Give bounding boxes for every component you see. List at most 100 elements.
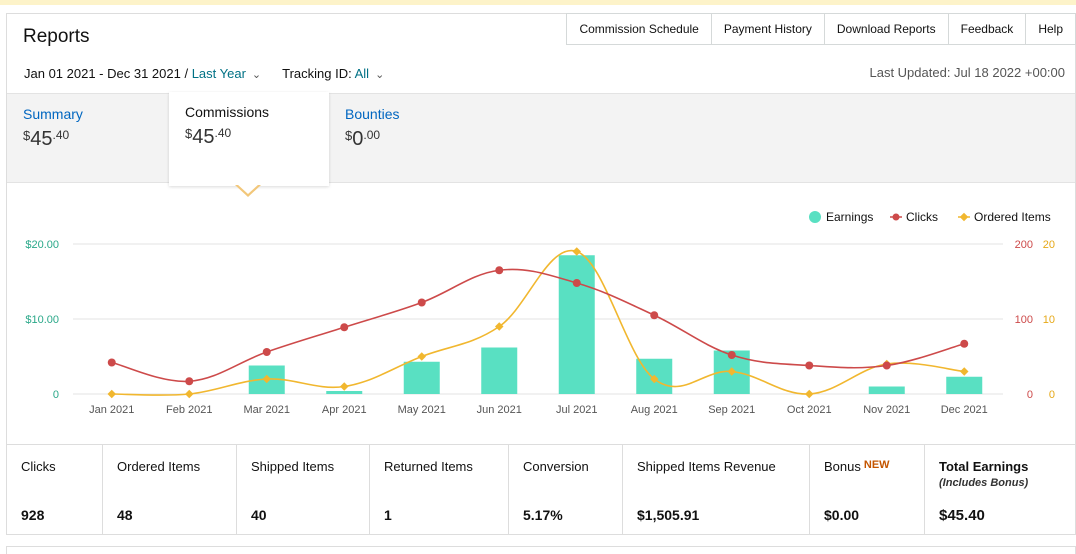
stat-shipped-revenue-label: Shipped Items Revenue	[637, 459, 776, 474]
ordered-items-point	[960, 367, 969, 376]
clicks-point	[340, 323, 349, 332]
clicks-axis-tick-label: 100	[1015, 314, 1033, 326]
stat-clicks-value: 928	[21, 507, 45, 523]
ordered-items-point	[262, 374, 271, 384]
stat-shipped-items: Shipped Items 40	[237, 445, 370, 535]
clicks-point	[417, 298, 426, 307]
stat-ordered-items-value: 48	[117, 507, 133, 523]
tab-summary-label: Summary	[23, 106, 83, 122]
stat-conversion-value: 5.17%	[523, 507, 563, 523]
stat-clicks-label: Clicks	[21, 459, 56, 474]
amount-cents: .40	[52, 128, 70, 142]
stat-shipped-revenue: Shipped Items Revenue $1,505.91	[623, 445, 810, 535]
top-navigation: Commission Schedule Payment History Down…	[566, 13, 1076, 45]
x-axis-tick-label: Apr 2021	[322, 404, 367, 416]
earnings-bar	[403, 361, 440, 394]
tab-commissions-amount: $45.40	[185, 126, 313, 149]
x-axis-tick-label: Sep 2021	[708, 404, 755, 416]
stat-returned-items-label: Returned Items	[384, 459, 473, 474]
tracking-id-value: All	[354, 66, 370, 81]
last-updated-text: Last Updated: Jul 18 2022 +00:00	[869, 65, 1065, 80]
tab-bounties-amount: $0.00	[345, 128, 463, 151]
clicks-point	[650, 311, 659, 320]
download-reports-button[interactable]: Download Reports	[823, 13, 948, 45]
feedback-button[interactable]: Feedback	[947, 13, 1026, 45]
tab-commissions-label: Commissions	[185, 104, 270, 120]
stat-conversion-label: Conversion	[523, 459, 589, 474]
amount-cents: .00	[363, 128, 381, 142]
help-button[interactable]: Help	[1025, 13, 1076, 45]
ordered-items-point	[727, 367, 736, 376]
stat-ordered-items-label: Ordered Items	[117, 459, 201, 474]
clicks-axis-tick-label: 0	[1027, 389, 1033, 401]
currency-symbol: $	[185, 126, 193, 141]
x-axis-tick-label: Nov 2021	[863, 404, 910, 416]
stat-bonus-value: $0.00	[824, 507, 860, 523]
amount-whole: 45	[30, 128, 53, 150]
tab-bounties[interactable]: Bounties $0.00	[329, 94, 479, 184]
stat-total-earnings-value: $45.40	[939, 507, 985, 524]
tab-commissions[interactable]: Commissions $45.40	[169, 92, 329, 186]
ordered-items-point	[340, 382, 349, 391]
x-axis-tick-label: Aug 2021	[631, 404, 678, 416]
tab-bounties-label: Bounties	[345, 106, 400, 122]
tab-summary[interactable]: Summary $45.40	[7, 94, 169, 184]
x-axis-tick-label: Jul 2021	[556, 404, 598, 416]
tracking-id-label: Tracking ID:	[282, 66, 355, 81]
x-axis-tick-label: Oct 2021	[787, 404, 832, 416]
date-preset-dropdown[interactable]: Last Year ⌄	[192, 66, 261, 81]
clicks-point	[107, 358, 116, 367]
x-axis-tick-label: Mar 2021	[244, 404, 290, 416]
clicks-line	[111, 268, 965, 383]
ordered-axis-tick-label: 20	[1043, 239, 1055, 251]
date-range-separator: /	[180, 66, 192, 81]
commission-schedule-button[interactable]: Commission Schedule	[566, 13, 711, 45]
next-panel-edge	[6, 546, 1076, 554]
stat-shipped-revenue-value: $1,505.91	[637, 507, 700, 523]
earnings-bar	[481, 347, 518, 394]
stat-conversion: Conversion 5.17%	[509, 445, 623, 535]
stat-returned-items: Returned Items 1	[370, 445, 509, 535]
legend-clicks-label: Clicks	[906, 210, 938, 224]
ordered-axis-tick-label: 10	[1043, 314, 1055, 326]
ordered-axis-tick-label: 0	[1049, 389, 1055, 401]
legend-clicks-swatch	[892, 213, 900, 221]
earnings-bar	[868, 386, 905, 394]
x-axis-tick-label: May 2021	[398, 404, 446, 416]
earnings-chart: 0 0 0 $10.00 100 10 $20.00 200 20 Jan 2021 Feb 202…	[25, 210, 1055, 416]
stat-bonus-text: Bonus	[824, 459, 861, 474]
stat-total-earnings-label: Total Earnings	[939, 459, 1029, 474]
tab-summary-amount: $45.40	[23, 128, 153, 151]
stat-returned-items-value: 1	[384, 507, 392, 523]
reports-panel: Reports Commission Schedule Payment Hist…	[6, 13, 1076, 535]
x-axis-tick-label: Dec 2021	[941, 404, 988, 416]
clicks-point	[805, 361, 814, 370]
clicks-point	[572, 279, 581, 287]
chevron-down-icon: ⌄	[375, 69, 385, 81]
clicks-point	[185, 377, 194, 386]
ordered-items-point	[650, 374, 659, 384]
ordered-items-point	[805, 389, 814, 399]
clicks-point	[882, 361, 891, 370]
clicks-point	[495, 266, 504, 275]
left-axis-tick-label: $20.00	[25, 239, 59, 251]
clicks-point	[727, 351, 736, 359]
stat-ordered-items: Ordered Items 48	[103, 445, 237, 535]
ordered-items-point	[185, 389, 194, 399]
tracking-id-dropdown[interactable]: All ⌄	[355, 66, 385, 81]
top-notice-bar	[0, 0, 1076, 5]
currency-symbol: $	[345, 128, 353, 143]
clicks-axis-tick-label: 200	[1015, 239, 1033, 251]
legend-ordered-label: Ordered Items	[974, 210, 1051, 224]
stat-clicks: Clicks 928	[7, 445, 103, 535]
new-badge: NEW	[863, 459, 890, 471]
legend-earnings-swatch	[809, 211, 821, 223]
ordered-items-point	[495, 322, 504, 331]
amount-whole: 0	[352, 128, 364, 150]
currency-symbol: $	[23, 128, 31, 143]
earnings-bar	[946, 376, 983, 394]
page-title: Reports	[23, 26, 90, 47]
payment-history-button[interactable]: Payment History	[710, 13, 824, 45]
stat-shipped-items-label: Shipped Items	[251, 459, 335, 474]
stats-row: Clicks 928 Ordered Items 48 Shipped Item…	[7, 444, 1075, 535]
